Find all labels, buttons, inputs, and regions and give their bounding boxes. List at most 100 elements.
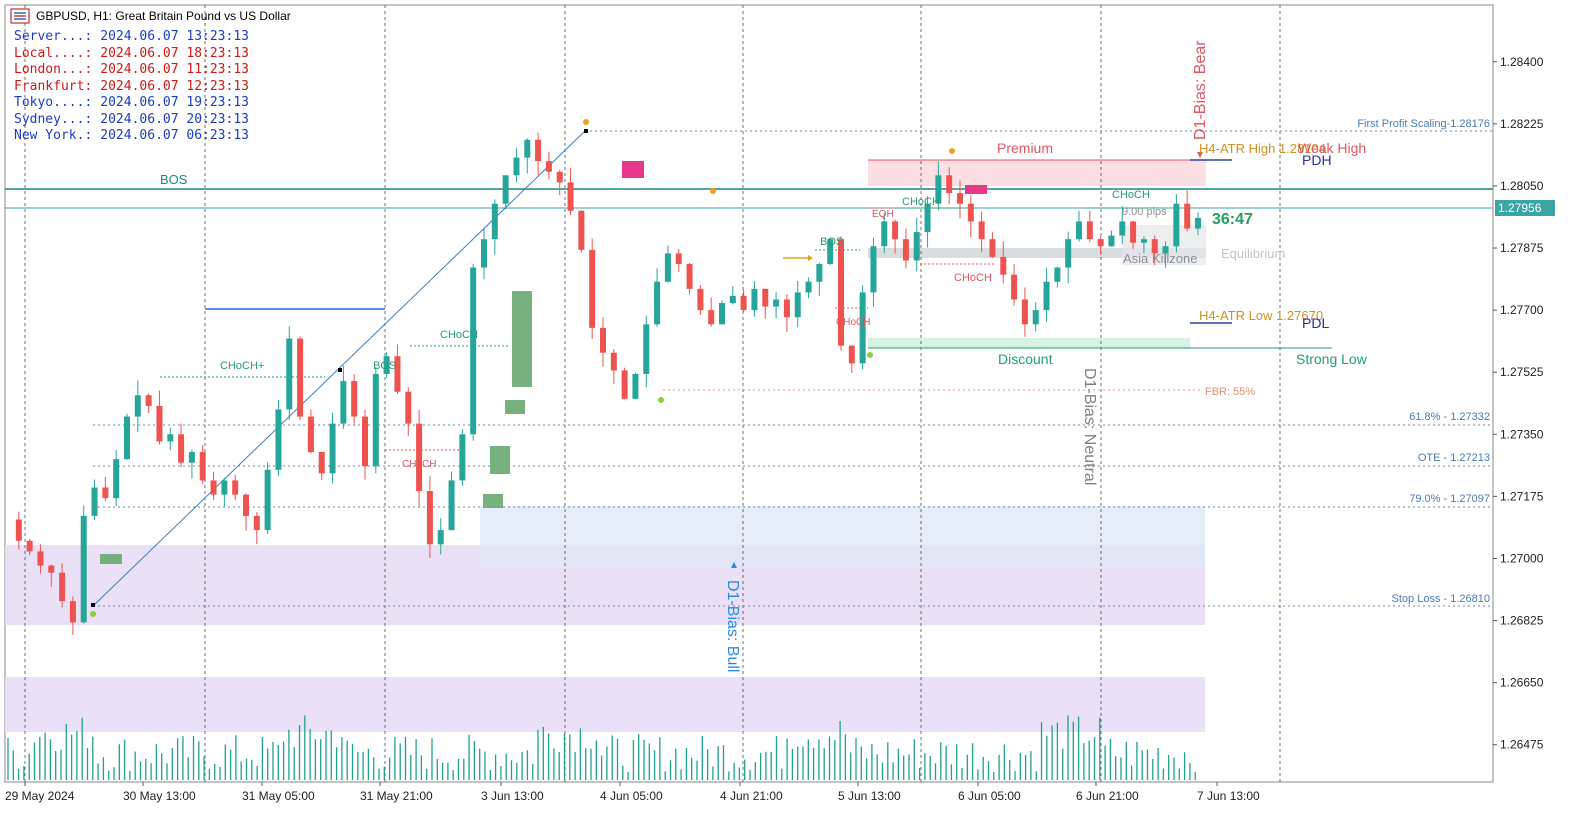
lower-zone — [5, 677, 1205, 732]
candle-body — [37, 551, 44, 566]
candle-body — [1054, 267, 1061, 282]
choch-low-label: CHoCH — [402, 459, 436, 470]
candle-body — [459, 434, 466, 481]
candle-body — [827, 239, 834, 264]
candle-body — [416, 423, 423, 492]
candle-body — [362, 416, 368, 467]
fib-79-label: 79.0% - 1.27097 — [1409, 493, 1490, 505]
candle-body — [481, 239, 487, 268]
clock-row: Local....: 2024.06.07 18:23:13 — [14, 46, 249, 62]
chart-window-icon[interactable] — [10, 8, 30, 24]
equilibrium-zone — [868, 248, 1206, 258]
clock-label: Server...: — [14, 29, 93, 44]
asia-killzone-label: Asia Killzone — [1123, 251, 1197, 266]
candle-body — [1173, 203, 1180, 247]
clock-value: 2024.06.07 11:23:13 — [100, 62, 249, 77]
candle-body — [859, 292, 866, 364]
time-tick-label: 6 Jun 21:00 — [1076, 789, 1139, 803]
price-tick-label: 1.27525 — [1500, 365, 1544, 379]
candle-body — [286, 338, 293, 410]
candlesticks — [15, 132, 1201, 635]
candle-body — [600, 327, 606, 353]
candle-body — [1140, 239, 1147, 243]
clock-value: 2024.06.07 19:23:13 — [100, 95, 249, 110]
candle-body — [535, 139, 542, 162]
candle-body — [989, 239, 996, 257]
price-tick-label: 1.26650 — [1500, 676, 1544, 690]
candle-body — [1086, 221, 1093, 240]
clock-row: New York.: 2024.06.07 06:23:13 — [14, 128, 249, 144]
price-tick-label: 1.28400 — [1500, 55, 1544, 69]
bias-bull-label: D1-Bias: Bull — [724, 580, 741, 672]
candle-body — [924, 203, 931, 233]
discount-label: Discount — [998, 351, 1053, 367]
candle-body — [967, 203, 974, 222]
h4-atr-low-label: H4-ATR Low 1.27670 — [1199, 308, 1323, 323]
bos-right-label: BOS — [820, 236, 843, 248]
time-tick-label: 4 Jun 05:00 — [600, 789, 663, 803]
candle-body — [1162, 246, 1169, 254]
chart-frame — [4, 4, 1494, 783]
candle-body — [697, 288, 704, 311]
candle-body — [1119, 221, 1126, 236]
clock-label: Frankfurt: — [14, 78, 93, 94]
candle-body — [372, 373, 379, 467]
candle-body — [253, 515, 260, 531]
choch-label-2: CHoCH — [902, 196, 940, 208]
candle-body — [329, 423, 336, 474]
candle-body — [437, 530, 444, 545]
time-axis: 29 May 2024 30 May 13:00 31 May 05:00 31 Ma… — [5, 782, 1260, 803]
candle-body — [751, 288, 758, 311]
candle-body — [870, 246, 877, 293]
premium-label: Premium — [997, 140, 1053, 156]
chart-title: GBPUSD, H1: Great Britain Pound vs US Do… — [36, 9, 291, 23]
candle-body — [318, 452, 325, 474]
candle-body — [902, 239, 909, 261]
candle-body — [48, 565, 55, 573]
clock-row: Sydney...: 2024.06.07 20:23:13 — [14, 112, 249, 128]
candle-body — [881, 221, 888, 247]
choch-plus-label: CHoCH+ — [220, 360, 264, 372]
candle-body — [1097, 239, 1104, 247]
candle-body — [221, 480, 228, 495]
candle-body — [913, 232, 920, 261]
clock-value: 2024.06.07 20:23:13 — [100, 111, 249, 127]
h4-atr-high-label: H4-ATR High 1.28104 — [1199, 141, 1326, 156]
candle-body — [15, 519, 22, 541]
candle-body — [491, 203, 498, 240]
candle-body — [502, 175, 509, 204]
pdh-label: PDH — [1302, 152, 1332, 168]
countdown-timer: 36:47 — [1212, 211, 1253, 228]
clock-value: 2024.06.07 13:23:13 — [100, 29, 249, 44]
candle-body — [567, 182, 574, 211]
bos-mid-label: BOS — [373, 360, 396, 372]
candle-body — [297, 338, 304, 417]
candle-body — [740, 295, 747, 311]
candle-body — [1184, 203, 1191, 229]
candle-body — [470, 267, 477, 435]
candle-body — [708, 310, 715, 325]
price-tick-label: 1.27000 — [1500, 551, 1544, 565]
candle-body — [1043, 281, 1050, 311]
clock-label: New York.: — [14, 128, 93, 143]
clock-value: 2024.06.07 12:23:13 — [100, 78, 249, 94]
price-tick-label: 1.26475 — [1500, 738, 1544, 752]
time-tick-label: 3 Jun 13:00 — [481, 789, 544, 803]
candle-body — [145, 395, 152, 406]
equilibrium-label: Equilibrium — [1221, 246, 1285, 261]
current-price-tag: 1.27956 — [1495, 200, 1555, 216]
chart-header: GBPUSD, H1: Great Britain Pound vs US Do… — [10, 8, 291, 24]
candle-body — [1130, 221, 1137, 243]
candle-body — [524, 139, 531, 158]
candle-body — [426, 491, 433, 545]
candle-body — [1032, 310, 1039, 325]
choch-red-label-2: CHoCH — [954, 272, 992, 284]
first-profit-label: First Profit Scaling-1.28176 — [1357, 118, 1490, 130]
candle-body — [351, 381, 358, 417]
candle-body — [719, 303, 725, 325]
candle-body — [643, 324, 650, 374]
candle-body — [556, 171, 563, 183]
candle-body — [838, 239, 844, 346]
candle-body — [264, 469, 271, 531]
